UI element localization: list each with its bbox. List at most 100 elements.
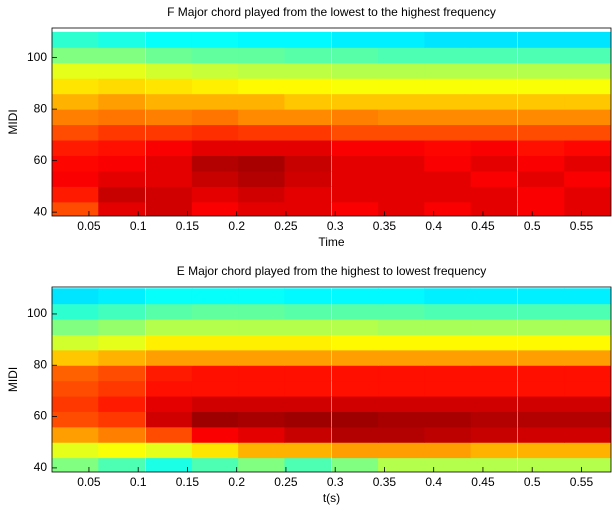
heatmap-cell bbox=[145, 78, 193, 95]
heatmap-cell bbox=[424, 155, 472, 172]
heatmap-cell bbox=[145, 349, 193, 366]
heatmap-cell bbox=[52, 78, 99, 95]
heatmap-cell bbox=[424, 31, 472, 48]
heatmap-cell bbox=[517, 109, 565, 126]
heatmap-cell bbox=[284, 140, 332, 156]
heatmap-cell bbox=[145, 201, 193, 216]
y-tick-label: 40 bbox=[34, 460, 48, 474]
heatmap-cell bbox=[191, 303, 239, 320]
heatmap-cell bbox=[517, 201, 565, 216]
heatmap-cell bbox=[52, 303, 99, 320]
heatmap-cell bbox=[238, 365, 285, 382]
heatmap-cell bbox=[284, 426, 332, 443]
heatmap-cell bbox=[145, 303, 193, 320]
heatmap-cell bbox=[284, 201, 332, 216]
y-axis-label: MIDI bbox=[6, 109, 20, 134]
heatmap-cell bbox=[424, 78, 472, 95]
heatmap-cell bbox=[564, 426, 611, 443]
heatmap-cell bbox=[564, 442, 611, 459]
heatmap-cell bbox=[331, 201, 379, 216]
heatmap-cell bbox=[52, 380, 99, 397]
heatmap-cell bbox=[424, 140, 472, 156]
heatmap-cell bbox=[145, 411, 193, 428]
heatmap-cell bbox=[517, 380, 565, 397]
heatmap-cell bbox=[470, 442, 518, 459]
heatmap-cell bbox=[98, 78, 146, 95]
y-tick-label: 100 bbox=[27, 306, 47, 320]
heatmap-cell bbox=[145, 186, 193, 203]
chart-title: F Major chord played from the lowest to … bbox=[167, 5, 496, 19]
heatmap-cell bbox=[191, 334, 239, 351]
heatmap-cell bbox=[238, 140, 285, 156]
heatmap-cell bbox=[52, 319, 99, 335]
heatmap-cell bbox=[378, 380, 425, 397]
heatmap-cell bbox=[517, 442, 565, 459]
heatmap-cell bbox=[517, 411, 565, 428]
heatmap-cell bbox=[284, 349, 332, 366]
heatmap-cell bbox=[470, 365, 518, 382]
x-tick-label: 0.25 bbox=[274, 219, 298, 233]
heatmap-cell bbox=[284, 380, 332, 397]
plot-frame bbox=[51, 27, 612, 217]
heatmap-cell bbox=[98, 170, 146, 187]
heatmap-cell bbox=[145, 319, 193, 335]
heatmap-cell bbox=[284, 31, 332, 48]
x-tick-label: 0.15 bbox=[176, 219, 200, 233]
heatmap-cell bbox=[284, 155, 332, 172]
heatmap-cell bbox=[517, 457, 565, 472]
heatmap-cell bbox=[98, 109, 146, 126]
heatmap-cell bbox=[564, 109, 611, 126]
heatmap-cell bbox=[238, 109, 285, 126]
heatmap-cell bbox=[145, 334, 193, 351]
heatmap-cell bbox=[470, 62, 518, 79]
heatmap-cell bbox=[517, 334, 565, 351]
heatmap-cells bbox=[52, 288, 611, 472]
heatmap-cell bbox=[238, 349, 285, 366]
heatmap-cell bbox=[238, 303, 285, 320]
heatmap-cell bbox=[331, 380, 379, 397]
x-tick-label: 0.2 bbox=[228, 475, 245, 489]
heatmap-cell bbox=[517, 93, 565, 110]
heatmap-cell bbox=[145, 31, 193, 48]
heatmap-cell bbox=[564, 155, 611, 172]
heatmap-cell bbox=[378, 303, 425, 320]
heatmap-cell bbox=[52, 62, 99, 79]
x-tick-label: 0.25 bbox=[274, 475, 298, 489]
heatmap-cell bbox=[470, 78, 518, 95]
heatmap-cell bbox=[191, 47, 239, 64]
heatmap-cell bbox=[191, 201, 239, 216]
heatmap-cell bbox=[517, 319, 565, 335]
y-tick-label: 80 bbox=[34, 357, 48, 371]
heatmap-cell bbox=[564, 201, 611, 216]
heatmap-cell bbox=[470, 411, 518, 428]
heatmap-cell bbox=[470, 31, 518, 48]
heatmap-cell bbox=[52, 457, 99, 472]
heatmap-cell bbox=[517, 78, 565, 95]
x-tick-label: 0.1 bbox=[130, 219, 147, 233]
heatmap-cell bbox=[564, 396, 611, 412]
heatmap-cell bbox=[191, 457, 239, 472]
y-axis-label: MIDI bbox=[6, 367, 20, 392]
heatmap-cell bbox=[331, 457, 379, 472]
x-tick-label: 0.5 bbox=[524, 219, 541, 233]
heatmap-cell bbox=[378, 411, 425, 428]
heatmap-cell bbox=[424, 124, 472, 141]
heatmap-cell bbox=[424, 365, 472, 382]
heatmap-cell bbox=[470, 140, 518, 156]
heatmap-cell bbox=[52, 140, 99, 156]
heatmap-cell bbox=[517, 155, 565, 172]
heatmap-cell bbox=[331, 319, 379, 335]
heatmap-cell bbox=[424, 62, 472, 79]
heatmap-cell bbox=[424, 288, 472, 305]
heatmap-cell bbox=[564, 47, 611, 64]
heatmap-cell bbox=[238, 426, 285, 443]
heatmap-cell bbox=[517, 303, 565, 320]
heatmap-cell bbox=[284, 288, 332, 305]
heatmap-cell bbox=[284, 109, 332, 126]
heatmap-cell bbox=[378, 109, 425, 126]
plot-frame bbox=[51, 286, 612, 473]
heatmap-cell bbox=[331, 186, 379, 203]
heatmap-cell bbox=[424, 170, 472, 187]
heatmap-cell bbox=[238, 93, 285, 110]
